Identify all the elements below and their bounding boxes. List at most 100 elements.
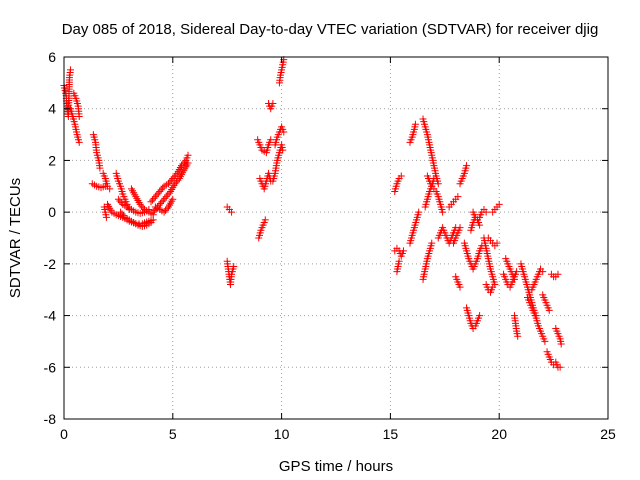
- data-point: [554, 270, 562, 278]
- data-point-interp: [166, 178, 174, 186]
- data-point-interp: [161, 194, 169, 202]
- data-point: [261, 216, 269, 224]
- data-point-interp: [155, 201, 163, 209]
- data-point: [147, 198, 155, 206]
- data-point-interp: [159, 196, 167, 204]
- data-point: [67, 66, 75, 74]
- data-point: [430, 175, 438, 183]
- y-tick-label: 4: [48, 101, 56, 117]
- data-point: [439, 208, 447, 216]
- x-tick-label: 15: [383, 426, 399, 442]
- data-point: [117, 208, 125, 216]
- data-point-interp: [164, 191, 172, 199]
- data-point-interp: [159, 184, 167, 192]
- y-tick-label: 6: [48, 49, 56, 65]
- data-point: [495, 200, 503, 208]
- data-point: [162, 193, 170, 201]
- data-point: [75, 112, 83, 120]
- data-point: [395, 257, 403, 265]
- data-point-interp: [170, 173, 178, 181]
- data-points: [60, 56, 565, 371]
- data-point: [279, 146, 287, 154]
- data-point: [184, 151, 192, 159]
- data-point: [75, 138, 83, 146]
- data-point: [476, 312, 484, 320]
- data-point: [482, 208, 490, 216]
- data-point-interp: [116, 197, 124, 205]
- data-point: [397, 172, 405, 180]
- data-point: [463, 162, 471, 170]
- data-point: [556, 363, 564, 371]
- y-tick-label: -2: [44, 256, 57, 272]
- data-point: [230, 262, 238, 270]
- data-point: [149, 208, 157, 216]
- data-point: [160, 208, 168, 216]
- data-point: [178, 162, 186, 170]
- y-tick-label: -6: [44, 359, 57, 375]
- data-point-interp: [139, 204, 147, 212]
- data-point-interp: [162, 206, 170, 214]
- data-point-interp: [157, 186, 165, 194]
- data-point: [96, 164, 104, 172]
- data-point: [102, 213, 110, 221]
- data-point: [399, 247, 407, 255]
- y-axis-label: SDTVAR / TECUs: [7, 178, 24, 298]
- data-point: [169, 175, 177, 183]
- data-point: [158, 198, 166, 206]
- data-point-interp: [150, 194, 158, 202]
- data-point: [171, 180, 179, 188]
- data-point-interp: [119, 212, 127, 220]
- data-point: [156, 187, 164, 195]
- x-tick-label: 0: [60, 426, 68, 442]
- data-point-interp: [138, 202, 146, 210]
- data-point: [539, 268, 547, 276]
- data-point: [106, 185, 114, 193]
- data-point: [114, 195, 122, 203]
- x-tick-label: 5: [169, 426, 177, 442]
- data-point-interp: [167, 176, 175, 184]
- data-point: [489, 283, 497, 291]
- axis-ticks: 0 5 10 15 20 25 -8 -6 -4 -2 0 2 4 6: [44, 49, 616, 442]
- data-point: [280, 128, 288, 136]
- data-point-interp: [163, 205, 171, 213]
- data-point-interp: [165, 189, 173, 197]
- data-point: [428, 239, 436, 247]
- y-tick-label: -4: [44, 308, 57, 324]
- y-tick-label: 2: [48, 152, 56, 168]
- data-point: [541, 337, 549, 345]
- data-point-interp: [154, 189, 162, 197]
- data-point: [454, 193, 462, 201]
- data-point: [493, 239, 501, 247]
- data-point: [510, 275, 518, 283]
- x-tick-label: 20: [491, 426, 507, 442]
- data-point: [476, 221, 484, 229]
- data-point: [228, 208, 236, 216]
- data-point-interp: [156, 200, 164, 208]
- plot-area-border: [63, 56, 609, 420]
- x-tick-label: 10: [274, 426, 290, 442]
- data-point-interp: [148, 196, 156, 204]
- data-point-interp: [117, 199, 125, 207]
- data-point: [147, 218, 155, 226]
- chart-title: Day 085 of 2018, Sidereal Day-to-day VTE…: [62, 21, 599, 38]
- data-point: [456, 224, 464, 232]
- y-tick-label: 0: [48, 204, 56, 220]
- y-tick-label: -8: [44, 411, 57, 427]
- data-point: [269, 100, 277, 108]
- data-point-interp: [153, 191, 161, 199]
- data-point: [514, 332, 522, 340]
- data-point-interp: [174, 176, 182, 184]
- data-point-interp: [118, 210, 126, 218]
- data-point: [151, 193, 159, 201]
- data-point: [456, 283, 464, 291]
- x-tick-label: 25: [600, 426, 616, 442]
- data-point: [415, 208, 423, 216]
- data-point-interp: [172, 178, 180, 186]
- data-point-interp: [179, 160, 187, 168]
- grid-lines: [64, 57, 608, 419]
- data-point: [545, 306, 553, 314]
- data-point: [411, 120, 419, 128]
- data-point: [169, 195, 177, 203]
- x-axis-label: GPS time / hours: [279, 458, 393, 475]
